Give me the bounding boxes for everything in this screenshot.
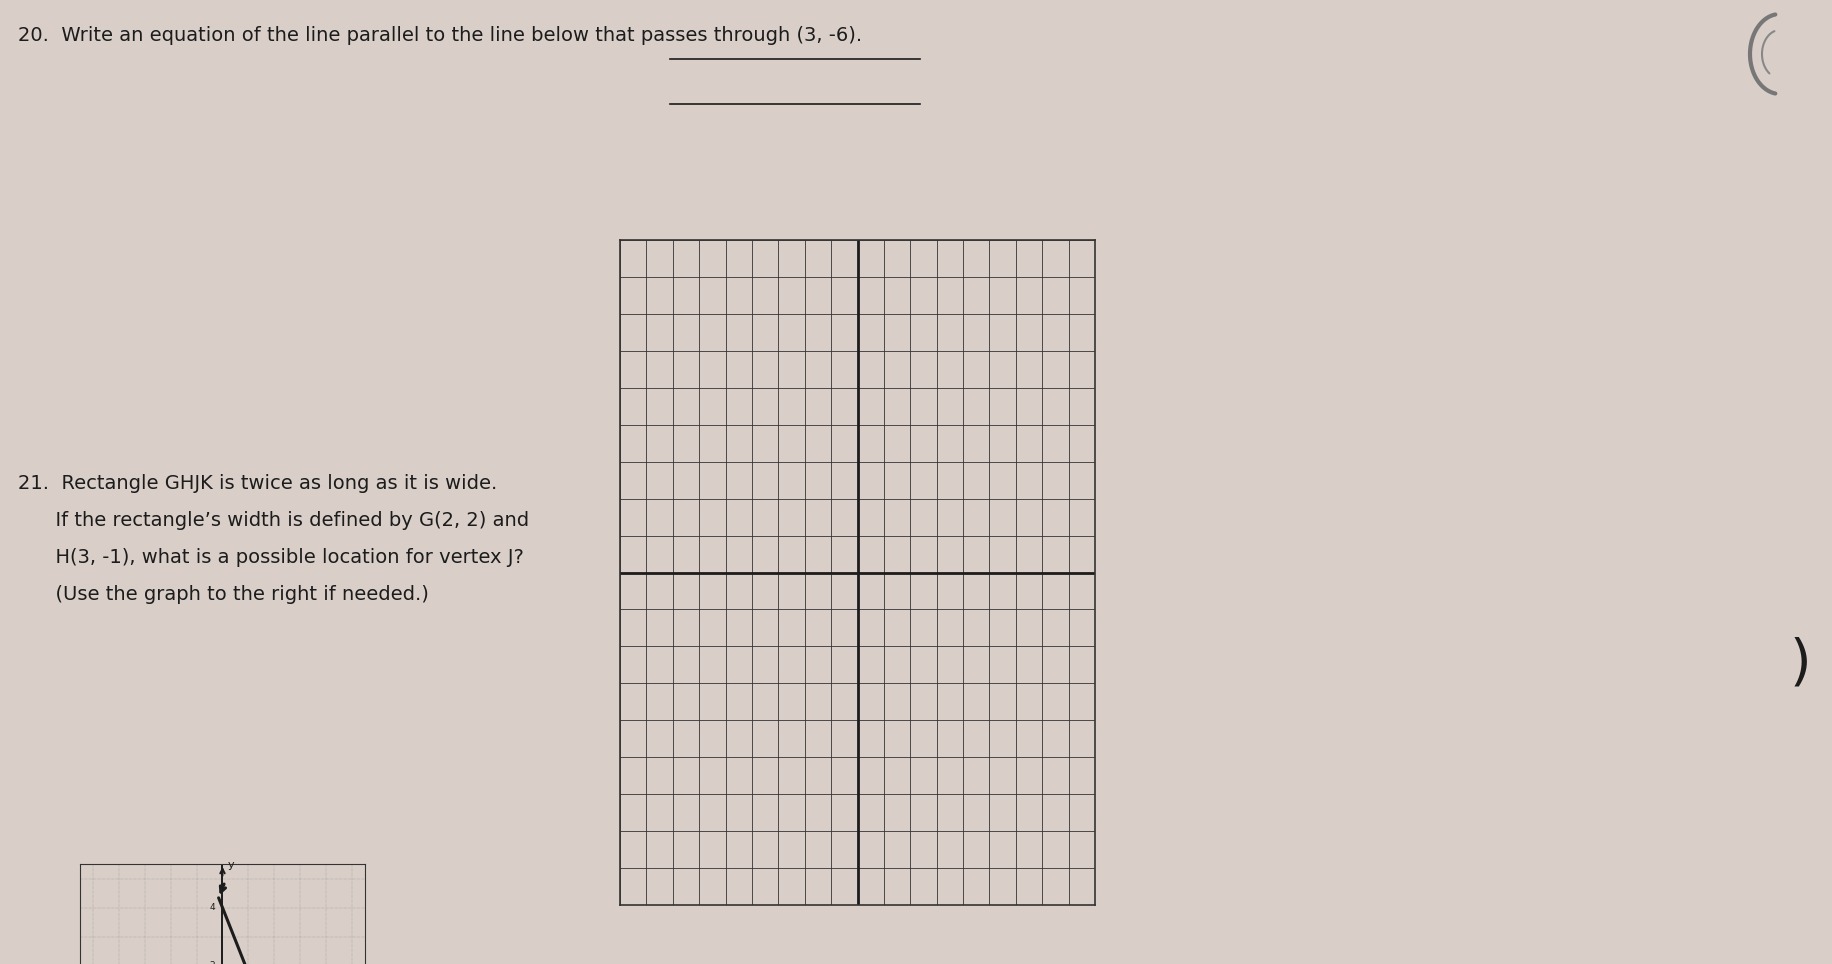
- Text: 21.  Rectangle GHJK is twice as long as it is wide.: 21. Rectangle GHJK is twice as long as i…: [18, 474, 496, 493]
- Text: 20.  Write an equation of the line parallel to the line below that passes throug: 20. Write an equation of the line parall…: [18, 26, 863, 45]
- Text: 4: 4: [209, 903, 214, 912]
- Text: If the rectangle’s width is defined by G(2, 2) and: If the rectangle’s width is defined by G…: [18, 511, 529, 530]
- Text: (Use the graph to the right if needed.): (Use the graph to the right if needed.): [18, 585, 429, 604]
- Text: 2: 2: [209, 961, 214, 964]
- Text: H(3, -1), what is a possible location for vertex J?: H(3, -1), what is a possible location fo…: [18, 548, 524, 567]
- Text: ): ): [1790, 637, 1812, 691]
- Text: •: •: [630, 829, 636, 839]
- Text: y: y: [227, 860, 234, 870]
